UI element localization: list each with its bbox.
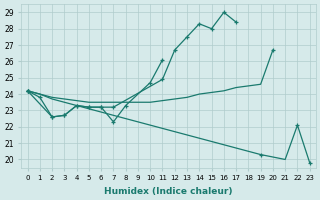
- X-axis label: Humidex (Indice chaleur): Humidex (Indice chaleur): [104, 187, 233, 196]
